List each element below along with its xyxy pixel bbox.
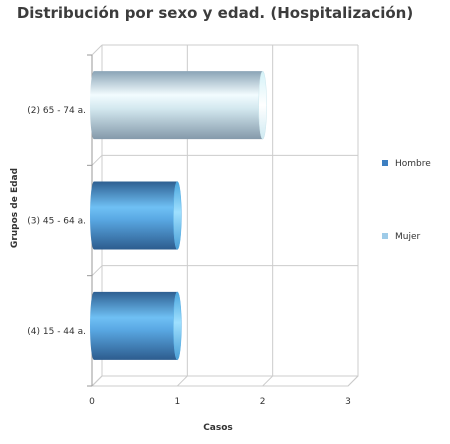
bar-hombre[interactable] [90,291,182,360]
y-gridline-side [91,44,103,56]
x-tick-label: 0 [89,397,95,407]
legend-label-mujer[interactable]: Mujer [395,232,421,242]
legend-swatch-hombre[interactable] [382,160,388,166]
y-gridline-side [91,265,103,277]
x-axis-title: Casos [203,423,233,433]
chart-title: Distribución por sexo y edad. (Hospitali… [16,4,414,22]
bar-cap-hombre [173,291,182,361]
bar-mujer[interactable] [90,71,267,140]
y-gridline-side [91,154,103,166]
bar-hombre[interactable] [90,181,182,250]
x-tick-label: 3 [345,397,351,407]
floor-edge [91,375,359,387]
x-gridline-floor [347,375,359,387]
x-gridline-floor [176,375,188,387]
bar-cap-mujer [258,70,267,140]
x-tick-label: 2 [260,397,266,407]
legend-swatch-mujer[interactable] [382,233,388,239]
legend-label-hombre[interactable]: Hombre [395,159,431,169]
x-tick-label: 1 [174,397,180,407]
y-tick-label: (4) 15 - 44 a. [27,327,86,337]
y-tick-label: (2) 65 - 74 a. [27,106,86,116]
y-gridline-side [91,375,103,387]
y-axis-title: Grupos de Edad [10,168,20,248]
x-gridline-floor [262,375,274,387]
y-tick-label: (3) 45 - 64 a. [27,217,86,227]
bar-cap-hombre [173,181,182,250]
